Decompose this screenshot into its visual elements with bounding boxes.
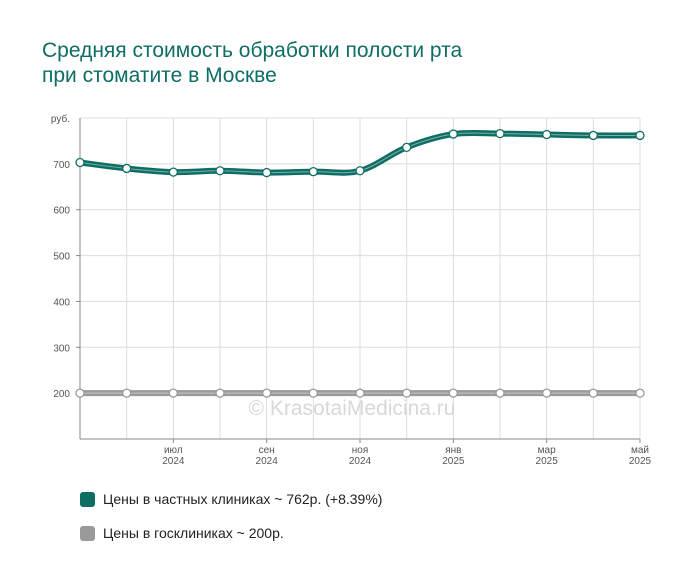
data-point-public xyxy=(542,388,552,398)
data-point-public xyxy=(448,388,458,398)
data-point-private xyxy=(122,163,132,174)
x-tick-year: 2025 xyxy=(442,456,465,467)
x-tick-month: май xyxy=(631,445,649,456)
data-point-private xyxy=(495,128,505,139)
data-point-private xyxy=(402,142,412,152)
data-point-private xyxy=(588,130,598,141)
data-point-public xyxy=(262,388,272,398)
data-point-public xyxy=(168,388,178,398)
y-tick-label: 400 xyxy=(53,297,70,308)
y-tick-label: 200 xyxy=(53,389,70,400)
data-point-private xyxy=(542,129,552,140)
x-tick-month: янв xyxy=(445,445,461,456)
x-tick-label: сен 2024 xyxy=(256,445,279,467)
legend-item-public[interactable]: Цены в госклиниках ~ 200р. xyxy=(80,523,382,543)
data-point-private xyxy=(262,167,272,178)
legend-label-private: Цены в частных клиниках ~ 762р. (+8.39%) xyxy=(103,491,383,507)
data-point-public xyxy=(308,388,318,398)
x-tick-month: июл xyxy=(164,445,183,456)
x-tick-label: май 2025 xyxy=(629,445,652,467)
data-point-private xyxy=(635,130,645,141)
data-point-private xyxy=(448,129,458,139)
legend-swatch-public xyxy=(80,525,95,541)
legend-label-public: Цены в госклиниках ~ 200р. xyxy=(103,525,284,541)
data-point-public xyxy=(355,388,365,398)
x-tick-month: мар xyxy=(538,445,556,456)
data-point-private xyxy=(355,166,365,176)
x-tick-label: июл 2024 xyxy=(162,445,185,467)
x-tick-label: ноя 2024 xyxy=(349,445,372,467)
data-point-private xyxy=(168,167,178,177)
y-tick-label: 700 xyxy=(53,160,70,171)
x-tick-label: янв 2025 xyxy=(442,445,465,467)
x-tick-label: мар 2025 xyxy=(536,445,559,467)
legend: Цены в частных клиниках ~ 762р. (+8.39%)… xyxy=(80,489,382,557)
y-tick-label: 500 xyxy=(53,252,70,263)
data-point-public xyxy=(635,388,645,398)
data-point-public xyxy=(588,388,598,398)
data-point-private xyxy=(75,157,85,168)
chart-title-line-2: при стоматите в Москве xyxy=(42,64,277,87)
data-point-public xyxy=(122,388,132,398)
watermark: © KrasotaiMedicina.ru xyxy=(249,397,456,420)
x-tick-month: сен xyxy=(259,445,275,456)
legend-swatch-private xyxy=(80,491,95,507)
data-point-public xyxy=(495,388,505,398)
y-axis-unit-label: руб. xyxy=(51,113,70,125)
data-point-private xyxy=(308,167,318,177)
data-point-public xyxy=(402,388,412,398)
x-tick-year: 2025 xyxy=(536,456,559,467)
y-tick-label: 600 xyxy=(53,206,70,217)
data-point-public xyxy=(75,388,85,398)
data-point-private xyxy=(215,166,225,176)
data-point-public xyxy=(215,388,225,398)
x-tick-year: 2025 xyxy=(629,456,652,467)
x-tick-year: 2024 xyxy=(162,456,185,467)
x-tick-year: 2024 xyxy=(256,456,279,467)
x-tick-month: ноя xyxy=(352,445,369,456)
chart-title: Средняя стоимость обработки полости рта … xyxy=(42,38,662,88)
x-tick-year: 2024 xyxy=(349,456,372,467)
chart-title-line-1: Средняя стоимость обработки полости рта xyxy=(42,39,463,62)
legend-item-private[interactable]: Цены в частных клиниках ~ 762р. (+8.39%) xyxy=(80,489,382,509)
y-tick-label: 300 xyxy=(53,343,70,354)
